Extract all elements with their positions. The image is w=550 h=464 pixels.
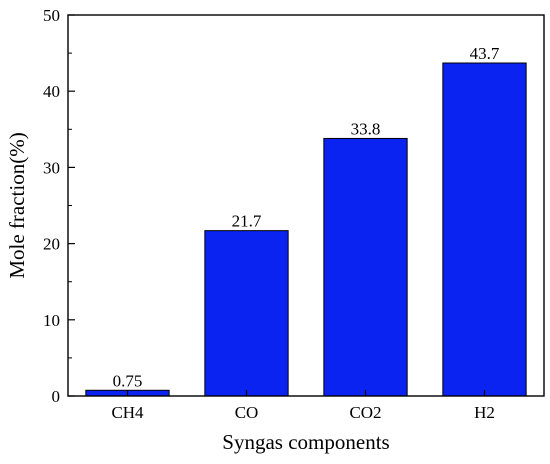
bar-co <box>204 230 289 397</box>
y-tick-label-40: 40 <box>43 82 60 101</box>
y-axis-ticks: 0 10 20 30 40 50 <box>43 6 75 406</box>
y-tick-label-20: 20 <box>43 235 60 254</box>
x-tick-label-co: CO <box>235 403 259 422</box>
y-tick-label-30: 30 <box>43 158 60 177</box>
x-tick-label-ch4: CH4 <box>111 403 144 422</box>
data-label-co2: 33.8 <box>351 119 381 138</box>
y-tick-label-50: 50 <box>43 6 60 25</box>
bar-co2 <box>323 137 408 397</box>
x-tick-label-co2: CO2 <box>349 403 381 422</box>
data-label-co: 21.7 <box>232 212 262 231</box>
x-axis-ticks: CH4 CO CO2 H2 <box>111 390 495 422</box>
y-axis-title: Mole fraction(%) <box>5 132 29 278</box>
bar-h2 <box>442 62 527 397</box>
y-tick-label-0: 0 <box>52 387 61 406</box>
bars-layer <box>85 62 527 397</box>
x-axis-title: Syngas components <box>222 430 389 454</box>
data-label-h2: 43.7 <box>470 44 500 63</box>
y-tick-label-10: 10 <box>43 311 60 330</box>
data-label-ch4: 0.75 <box>113 371 143 390</box>
x-tick-label-h2: H2 <box>474 403 495 422</box>
data-labels-layer: 0.75 21.7 33.8 43.7 <box>113 44 500 390</box>
